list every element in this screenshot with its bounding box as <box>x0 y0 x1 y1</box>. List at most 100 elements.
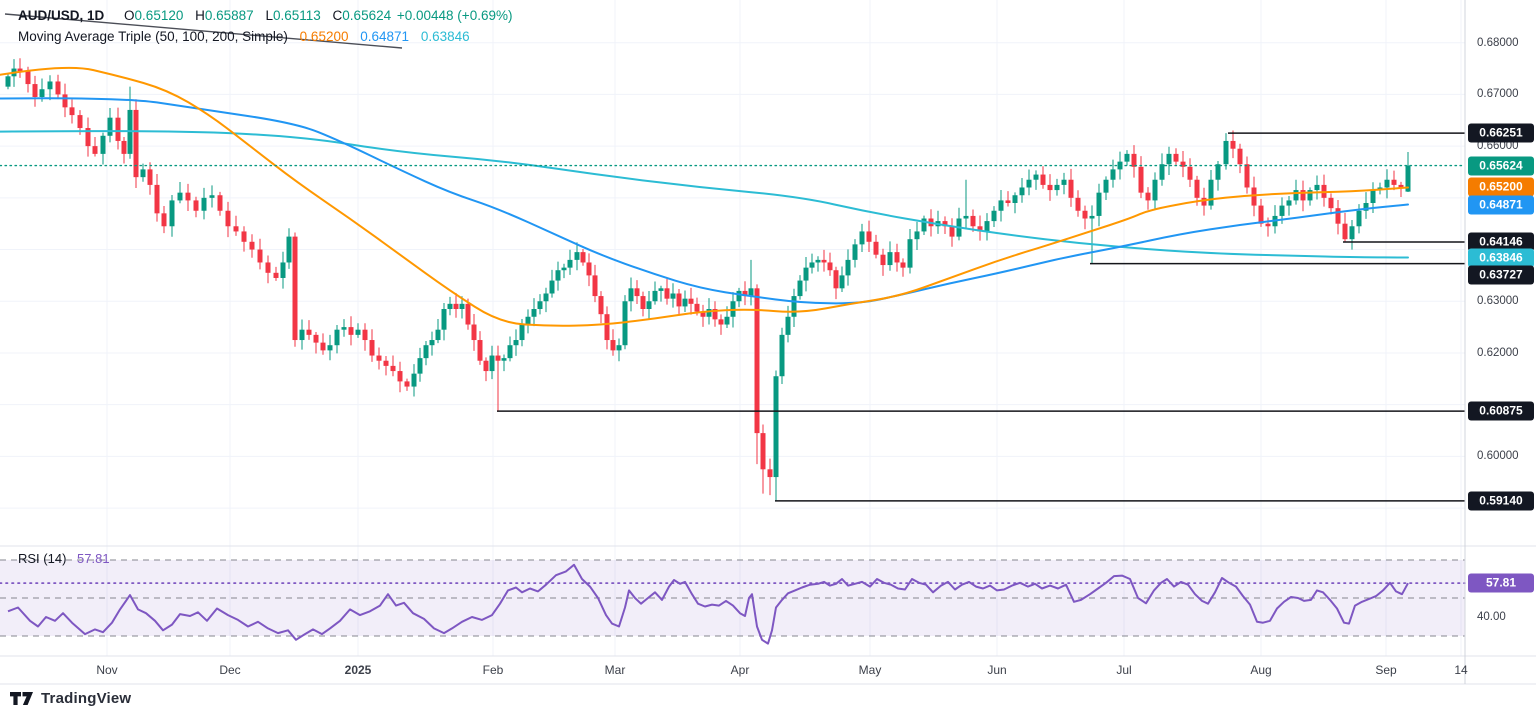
candle-body <box>217 195 223 211</box>
candle-body <box>1208 179 1214 206</box>
candle-body <box>417 358 423 374</box>
candle-body <box>177 192 183 201</box>
candle-body <box>700 311 706 317</box>
candle-body <box>341 327 347 330</box>
candle-body <box>292 236 298 341</box>
candle-body <box>1145 192 1151 201</box>
candle-body <box>348 327 354 335</box>
candle-body <box>193 200 199 211</box>
candle-body <box>773 376 779 478</box>
candle-body <box>1370 190 1376 204</box>
candle-body <box>555 270 561 281</box>
candle-body <box>718 319 724 325</box>
candle-body <box>598 296 604 315</box>
sma200-line[interactable] <box>0 130 1409 259</box>
rsi-line[interactable] <box>7 563 1409 645</box>
candle-body <box>797 280 803 297</box>
candle-body <box>970 215 976 227</box>
candle-body <box>477 340 483 361</box>
candle-body <box>561 267 567 271</box>
candle-body <box>859 231 865 245</box>
candle-body <box>383 360 389 366</box>
candle-body <box>429 340 435 346</box>
candle-body <box>1124 153 1130 162</box>
candle-body <box>1166 153 1172 165</box>
candle-body <box>1279 205 1285 216</box>
candle-body <box>465 303 471 325</box>
candle-body <box>887 252 893 266</box>
candle-body <box>1335 208 1341 224</box>
candle-body <box>107 117 113 136</box>
sma100-line[interactable] <box>0 97 1409 305</box>
candle-body <box>1068 179 1074 198</box>
candle-body <box>423 345 429 359</box>
candle-body <box>25 71 31 85</box>
tradingview-logo-link[interactable]: TradingView <box>10 690 131 707</box>
candle-body <box>914 231 920 240</box>
candle-body <box>706 309 712 317</box>
candle-body <box>543 293 549 302</box>
candle-body <box>531 309 537 317</box>
candle-body <box>1293 190 1299 201</box>
candle-body <box>1026 179 1032 188</box>
candle-body <box>1047 184 1053 191</box>
candle-body <box>852 244 858 260</box>
candle-body <box>907 239 913 268</box>
candle-body <box>39 89 45 97</box>
candle-body <box>411 373 417 387</box>
candle-body <box>1244 164 1250 188</box>
candle-body <box>471 324 477 341</box>
candle-body <box>616 345 622 351</box>
candle-body <box>1230 140 1236 149</box>
candle-body <box>435 329 441 341</box>
candle-body <box>574 252 580 260</box>
gridlines <box>0 0 1465 656</box>
candle-body <box>355 329 361 335</box>
candle-body <box>1173 153 1179 162</box>
candle-body <box>369 340 375 356</box>
candle-body <box>133 109 139 178</box>
candle-body <box>652 290 658 302</box>
candle-body <box>592 275 598 297</box>
candle-body <box>779 334 785 377</box>
candle-body <box>32 84 38 97</box>
candle-body <box>362 329 368 341</box>
candle-body <box>586 262 592 276</box>
candle-body <box>47 81 53 90</box>
candle-body <box>894 252 900 263</box>
candle-body <box>1286 200 1292 206</box>
candle-body <box>622 301 628 346</box>
candle-body <box>694 303 700 312</box>
candle-body <box>1384 179 1390 188</box>
candle-body <box>495 355 501 361</box>
candle-body <box>513 340 519 346</box>
candle-body <box>767 469 773 478</box>
candle-body <box>921 218 927 232</box>
candle-body <box>334 329 340 346</box>
candle-body <box>441 309 447 330</box>
candle-body <box>1349 226 1355 240</box>
candle-body <box>225 210 231 227</box>
candle-body <box>85 128 91 147</box>
candle-body <box>1012 195 1018 204</box>
trendline[interactable] <box>4 13 403 49</box>
candle-body <box>501 358 507 361</box>
candle-body <box>942 221 948 227</box>
candle-body <box>327 345 333 351</box>
candle-body <box>404 381 410 387</box>
candle-body <box>1061 179 1067 185</box>
candle-body <box>1307 190 1313 201</box>
candle-body <box>397 371 403 382</box>
sma50-line[interactable] <box>0 66 1409 327</box>
candle-body <box>604 314 610 341</box>
candle-body <box>280 262 286 278</box>
candle-body <box>1159 164 1165 180</box>
candle-body <box>257 249 263 263</box>
candle-body <box>682 298 688 307</box>
candle-body <box>873 241 879 255</box>
candle-body <box>634 288 640 297</box>
candle-body <box>1405 165 1411 192</box>
candle-body <box>17 68 23 72</box>
candle-body <box>5 76 11 87</box>
